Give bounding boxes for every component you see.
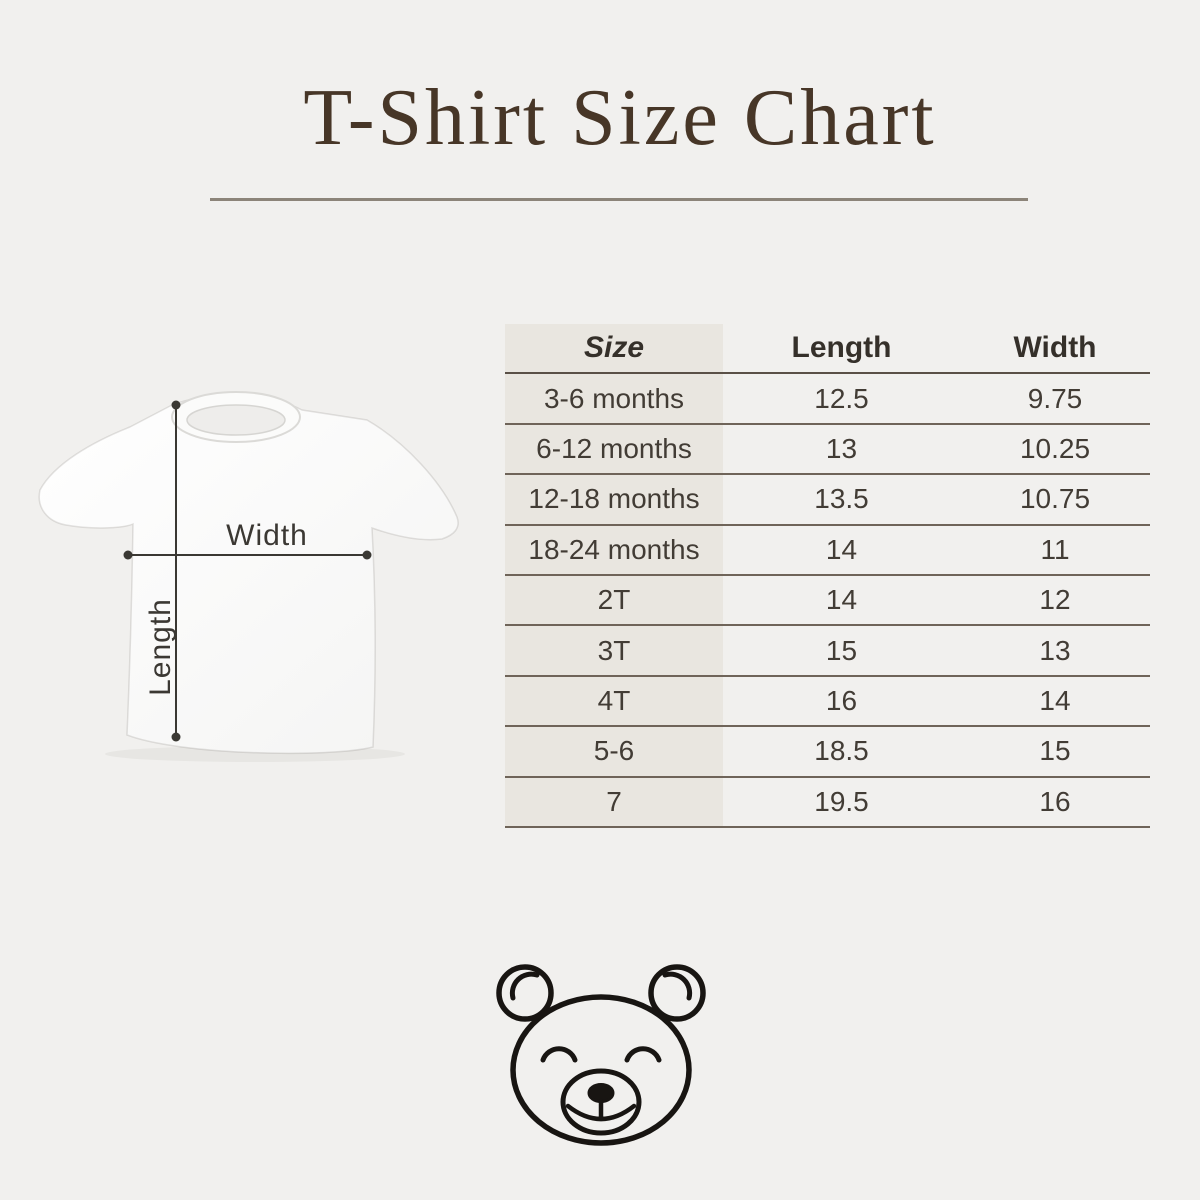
bear-right-ear xyxy=(648,964,706,1022)
table-row: 3T 15 13 xyxy=(505,626,1150,677)
width-cell: 12 xyxy=(1039,584,1071,616)
table-row: 12-18 months 13.5 10.75 xyxy=(505,475,1150,526)
size-cell: 18-24 months xyxy=(528,533,700,565)
length-cell: 12.5 xyxy=(814,382,869,414)
page-title: T-Shirt Size Chart xyxy=(303,74,937,162)
length-cell: 15 xyxy=(825,634,858,666)
length-label: Length xyxy=(144,598,177,696)
width-cell: 10.25 xyxy=(1019,432,1091,464)
width-cell: 16 xyxy=(1039,785,1071,817)
bear-face-icon xyxy=(496,964,706,1146)
width-label: Width xyxy=(226,519,308,552)
length-cell: 13.5 xyxy=(814,483,869,515)
size-cell: 4T xyxy=(597,684,631,716)
measurement-annotations: Width Length xyxy=(123,400,372,742)
width-cell: 13 xyxy=(1039,634,1071,666)
bear-right-eye xyxy=(624,1046,662,1063)
length-cell: 13 xyxy=(825,432,858,464)
width-cell: 14 xyxy=(1039,684,1071,716)
width-cell: 11 xyxy=(1040,533,1070,565)
column-header-size: Size xyxy=(583,331,645,365)
table-row: 6-12 months 13 10.25 xyxy=(505,425,1150,476)
width-cell: 15 xyxy=(1039,735,1071,767)
bear-left-ear xyxy=(496,964,554,1022)
length-cell: 14 xyxy=(825,533,858,565)
column-header-length: Length xyxy=(791,331,892,365)
table-row: 2T 14 12 xyxy=(505,576,1150,627)
title-divider xyxy=(210,198,1028,201)
bear-left-eye xyxy=(540,1046,578,1063)
width-cell: 9.75 xyxy=(1027,382,1083,414)
size-cell: 7 xyxy=(606,785,622,817)
table-row: 4T 16 14 xyxy=(505,677,1150,728)
size-cell: 3T xyxy=(597,634,631,666)
length-cell: 19.5 xyxy=(814,785,869,817)
tshirt-illustration: Width Length xyxy=(38,391,459,762)
size-cell: 12-18 months xyxy=(528,483,700,515)
length-cell: 18.5 xyxy=(814,735,869,767)
size-cell: 5-6 xyxy=(593,735,635,767)
table-row: 18-24 months 14 11 xyxy=(505,526,1150,576)
size-cell: 3-6 months xyxy=(543,382,685,414)
length-cell: 14 xyxy=(825,584,858,616)
size-cell: 2T xyxy=(597,584,631,616)
column-header-width: Width xyxy=(1013,331,1097,365)
tshirt-shape xyxy=(38,391,459,762)
table-row: 5-6 18.5 15 xyxy=(505,727,1150,778)
width-cell: 10.75 xyxy=(1019,483,1091,515)
bear-right-inner-ear xyxy=(662,971,693,1001)
bear-muzzle xyxy=(560,1068,642,1136)
length-cell: 16 xyxy=(825,684,858,716)
size-cell: 6-12 months xyxy=(536,432,692,464)
table-row: 7 19.5 16 xyxy=(505,778,1150,828)
table-row: 3-6 months 12.5 9.75 xyxy=(505,374,1150,425)
size-table: Size Length Width 3-6 months 12.5 9.75 6… xyxy=(505,324,1150,828)
size-column-background xyxy=(505,324,723,828)
bear-left-inner-ear xyxy=(509,971,540,1001)
table-header-row: Size Length Width xyxy=(505,324,1150,375)
bear-mouth xyxy=(565,1098,637,1122)
